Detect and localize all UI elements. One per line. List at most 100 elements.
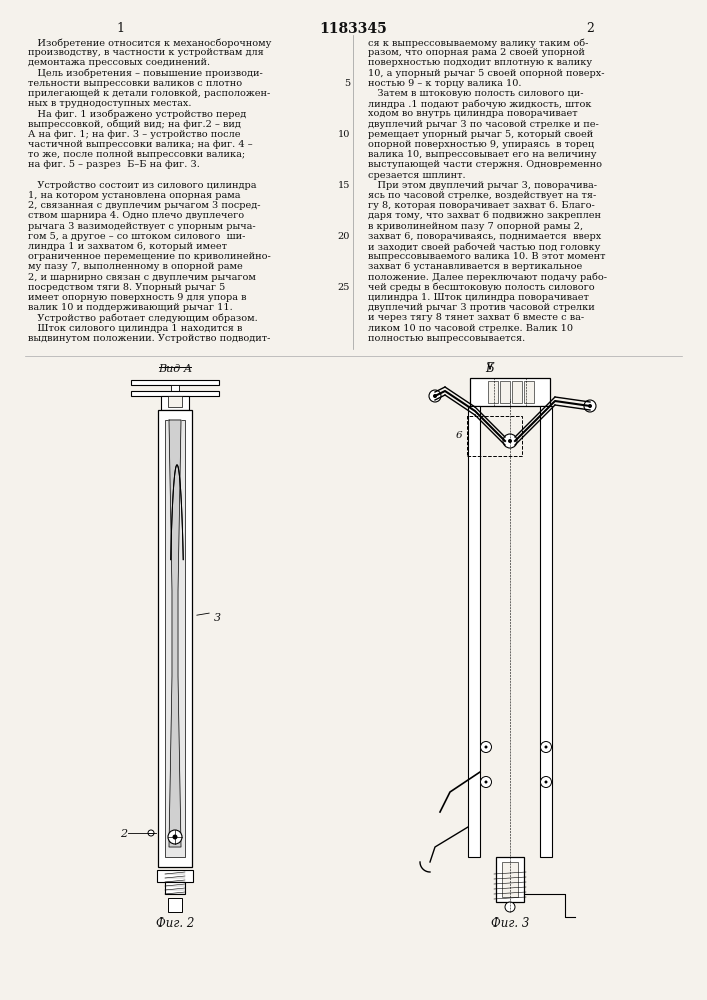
Text: 1, на котором установлена опорная рама: 1, на котором установлена опорная рама	[28, 191, 240, 200]
Text: Устройство состоит из силового цилиндра: Устройство состоит из силового цилиндра	[28, 181, 257, 190]
Circle shape	[484, 746, 488, 748]
Text: выступающей части стержня. Одновременно: выступающей части стержня. Одновременно	[368, 160, 602, 169]
Bar	[496, 857, 524, 902]
Text: 10: 10	[338, 130, 350, 139]
Text: ных в труднодоступных местах.: ных в труднодоступных местах.	[28, 99, 192, 108]
Text: Цель изобретения – повышение производи-: Цель изобретения – повышение производи-	[28, 69, 263, 78]
Circle shape	[429, 390, 441, 402]
Text: цилиндра 1. Шток цилиндра поворачивает: цилиндра 1. Шток цилиндра поворачивает	[368, 293, 589, 302]
Text: 6: 6	[456, 431, 462, 440]
Bar	[131, 380, 219, 385]
Bar	[165, 882, 185, 894]
Text: рычага 3 вазимодействует с упорным рыча-: рычага 3 вазимодействует с упорным рыча-	[28, 222, 256, 231]
Bar	[502, 862, 518, 897]
Text: и через тягу 8 тянет захват 6 вместе с ва-: и через тягу 8 тянет захват 6 вместе с в…	[368, 313, 584, 322]
Text: валика 10, выпрессовывает его на величину: валика 10, выпрессовывает его на величин…	[368, 150, 597, 159]
Text: производству, в частности к устройствам для: производству, в частности к устройствам …	[28, 48, 264, 57]
Text: двуплечий рычаг 3 против часовой стрелки: двуплечий рычаг 3 против часовой стрелки	[368, 303, 595, 312]
Text: ством шарнира 4. Одно плечо двуплечего: ством шарнира 4. Одно плечо двуплечего	[28, 211, 244, 220]
Text: му пазу 7, выполненному в опорной раме: му пазу 7, выполненному в опорной раме	[28, 262, 243, 271]
Circle shape	[481, 742, 491, 752]
Circle shape	[173, 834, 177, 840]
Circle shape	[540, 742, 551, 752]
Text: Вид А: Вид А	[158, 364, 192, 374]
Text: выпрессовкой, общий вид; на фиг.2 – вид: выпрессовкой, общий вид; на фиг.2 – вид	[28, 120, 241, 129]
Text: Б: Б	[486, 362, 494, 375]
Text: Затем в штоковую полость силового ци-: Затем в штоковую полость силового ци-	[368, 89, 583, 98]
Circle shape	[584, 400, 596, 412]
Bar	[158, 410, 192, 867]
Circle shape	[168, 830, 182, 844]
Bar	[157, 870, 193, 882]
Text: посредством тяги 8. Упорный рычаг 5: посредством тяги 8. Упорный рычаг 5	[28, 283, 226, 292]
Text: ремещает упорный рычаг 5, который своей: ремещает упорный рычаг 5, который своей	[368, 130, 593, 139]
Circle shape	[505, 902, 515, 912]
Text: разом, что опорная рама 2 своей упорной: разом, что опорная рама 2 своей упорной	[368, 48, 585, 57]
Text: 2, связанная с двуплечим рычагом 3 посред-: 2, связанная с двуплечим рычагом 3 посре…	[28, 201, 260, 210]
Text: выдвинутом положении. Устройство подводит-: выдвинутом положении. Устройство подводи…	[28, 334, 270, 343]
Text: положение. Далее переключают подачу рабо-: положение. Далее переключают подачу рабо…	[368, 273, 607, 282]
Bar	[165, 420, 185, 857]
Circle shape	[544, 746, 547, 748]
Bar	[524, 381, 534, 403]
Text: А на фиг. 1; на фиг. 3 – устройство после: А на фиг. 1; на фиг. 3 – устройство посл…	[28, 130, 240, 139]
Text: двуплечий рычаг 3 по часовой стрелке и пе-: двуплечий рычаг 3 по часовой стрелке и п…	[368, 120, 599, 129]
Circle shape	[540, 776, 551, 788]
Text: 3: 3	[214, 613, 221, 623]
Circle shape	[508, 439, 512, 443]
Circle shape	[433, 394, 437, 398]
Bar	[500, 381, 510, 403]
Bar	[168, 396, 182, 407]
Text: демонтажа прессовых соединений.: демонтажа прессовых соединений.	[28, 58, 210, 67]
Text: захват 6, поворачиваясь, поднимается  вверх: захват 6, поворачиваясь, поднимается вве…	[368, 232, 601, 241]
Text: Фиг. 2: Фиг. 2	[156, 917, 194, 930]
Bar	[168, 898, 182, 912]
Text: 25: 25	[338, 283, 350, 292]
Bar	[512, 381, 522, 403]
Text: Устройство работает следующим образом.: Устройство работает следующим образом.	[28, 313, 258, 323]
Text: Шток силового цилиндра 1 находится в: Шток силового цилиндра 1 находится в	[28, 324, 243, 333]
Text: гом 5, а другое – со штоком силового  ши-: гом 5, а другое – со штоком силового ши-	[28, 232, 245, 241]
Text: даря тому, что захват 6 подвижно закреплен: даря тому, что захват 6 подвижно закрепл…	[368, 211, 601, 220]
Bar	[540, 406, 552, 857]
Text: Фиг. 3: Фиг. 3	[491, 917, 529, 930]
Text: захват 6 устанавливается в вертикальное: захват 6 устанавливается в вертикальное	[368, 262, 583, 271]
Text: прилегающей к детали головкой, расположен-: прилегающей к детали головкой, расположе…	[28, 89, 270, 98]
Text: полностью выпрессовывается.: полностью выпрессовывается.	[368, 334, 525, 343]
Text: 2, и шарнирно связан с двуплечим рычагом: 2, и шарнирно связан с двуплечим рычагом	[28, 273, 256, 282]
Text: то же, после полной выпрессовки валика;: то же, после полной выпрессовки валика;	[28, 150, 245, 159]
Text: поверхностью подходит вплотную к валику: поверхностью подходит вплотную к валику	[368, 58, 592, 67]
Bar	[467, 416, 522, 456]
Text: и заходит своей рабочей частью под головку: и заходит своей рабочей частью под голов…	[368, 242, 600, 251]
Text: срезается шплинт.: срезается шплинт.	[368, 171, 466, 180]
Text: 2: 2	[586, 22, 594, 35]
Bar	[470, 378, 550, 406]
Text: валик 10 и поддерживающий рычаг 11.: валик 10 и поддерживающий рычаг 11.	[28, 303, 233, 312]
Bar	[131, 391, 219, 396]
Text: ясь по часовой стрелке, воздействует на тя-: ясь по часовой стрелке, воздействует на …	[368, 191, 596, 200]
Text: 10, а упорный рычаг 5 своей опорной поверх-: 10, а упорный рычаг 5 своей опорной пове…	[368, 69, 604, 78]
Circle shape	[484, 780, 488, 784]
Text: 2: 2	[120, 829, 127, 839]
Polygon shape	[169, 420, 181, 847]
Text: гу 8, которая поворачивает захват 6. Благо-: гу 8, которая поворачивает захват 6. Бла…	[368, 201, 595, 210]
Text: в криволинейном пазу 7 опорной рамы 2,: в криволинейном пазу 7 опорной рамы 2,	[368, 222, 583, 231]
Circle shape	[588, 404, 592, 408]
Text: ностью 9 – к торцу валика 10.: ностью 9 – к торцу валика 10.	[368, 79, 522, 88]
Text: на фиг. 5 – разрез  Б–Б на фиг. 3.: на фиг. 5 – разрез Б–Б на фиг. 3.	[28, 160, 200, 169]
Text: ограниченное перемещение по криволинейно-: ограниченное перемещение по криволинейно…	[28, 252, 271, 261]
Text: ликом 10 по часовой стрелке. Валик 10: ликом 10 по часовой стрелке. Валик 10	[368, 324, 573, 333]
Text: ходом во внутрь цилиндра поворачивает: ходом во внутрь цилиндра поворачивает	[368, 109, 578, 118]
Text: 20: 20	[338, 232, 350, 241]
Circle shape	[503, 434, 517, 448]
Text: Изобретение относится к механосборочному: Изобретение относится к механосборочному	[28, 38, 271, 47]
Text: При этом двуплечий рычаг 3, поворачива-: При этом двуплечий рычаг 3, поворачива-	[368, 181, 597, 190]
Text: 1183345: 1183345	[319, 22, 387, 36]
Text: 5: 5	[344, 79, 350, 88]
Text: линдра .1 подают рабочую жидкость, шток: линдра .1 подают рабочую жидкость, шток	[368, 99, 592, 109]
Bar	[161, 396, 189, 410]
Circle shape	[481, 776, 491, 788]
Circle shape	[148, 830, 154, 836]
Text: выпрессовываемого валика 10. В этот момент: выпрессовываемого валика 10. В этот моме…	[368, 252, 605, 261]
Text: тельности выпрессовки валиков с плотно: тельности выпрессовки валиков с плотно	[28, 79, 242, 88]
